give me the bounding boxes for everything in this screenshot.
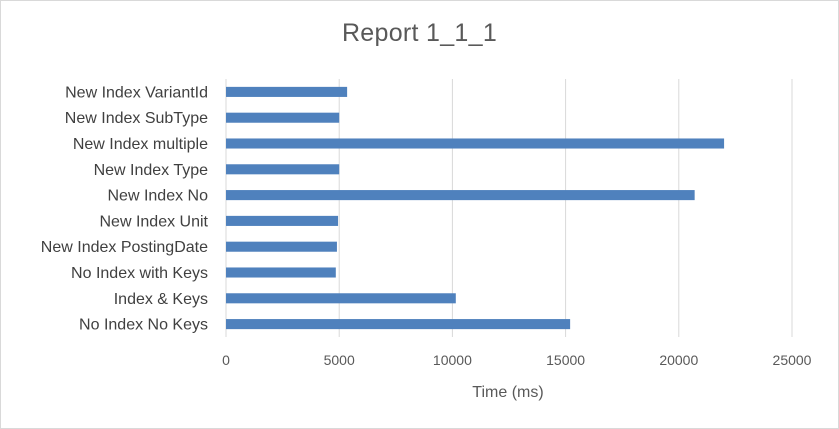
x-axis-title: Time (ms) <box>472 384 543 401</box>
category-label: No Index with Keys <box>71 265 208 282</box>
x-tick-label: 10000 <box>433 352 472 368</box>
bar <box>226 267 336 278</box>
category-label: New Index Unit <box>100 213 209 230</box>
category-label: New Index Type <box>94 162 209 179</box>
bar <box>226 215 339 226</box>
category-label: New Index SubType <box>65 110 208 127</box>
category-label: New Index VariantId <box>65 84 208 101</box>
bar <box>226 164 340 175</box>
x-tick-label: 5000 <box>324 352 355 368</box>
bar <box>226 293 456 304</box>
bar <box>226 190 695 201</box>
category-label: New Index No <box>108 188 209 205</box>
bar <box>226 86 348 97</box>
bar <box>226 138 725 149</box>
x-tick-label: 0 <box>222 352 230 368</box>
x-tick-label: 25000 <box>773 352 812 368</box>
bar <box>226 319 571 330</box>
bar <box>226 241 337 252</box>
x-tick-label: 15000 <box>546 352 585 368</box>
category-label: New Index PostingDate <box>41 239 208 256</box>
bar <box>226 112 340 123</box>
chart-title: Report 1_1_1 <box>341 19 498 47</box>
x-tick-label: 20000 <box>659 352 698 368</box>
category-label: Index & Keys <box>114 291 208 308</box>
category-label: New Index multiple <box>73 136 208 153</box>
category-label: No Index No Keys <box>79 317 208 334</box>
